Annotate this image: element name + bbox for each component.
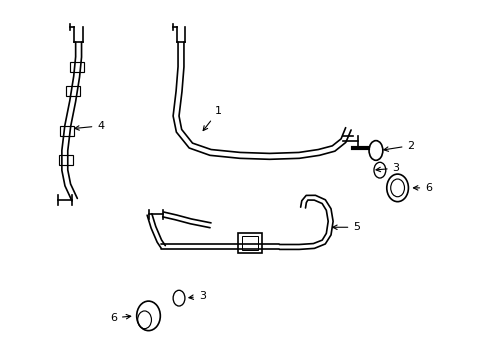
Text: 5: 5 xyxy=(332,222,360,232)
Bar xyxy=(238,233,261,253)
Bar xyxy=(242,236,257,250)
Text: 6: 6 xyxy=(412,183,431,193)
Text: 3: 3 xyxy=(188,291,205,301)
Text: 6: 6 xyxy=(110,313,130,323)
Text: 2: 2 xyxy=(383,140,414,151)
Text: 3: 3 xyxy=(375,163,399,173)
Text: 4: 4 xyxy=(75,121,104,131)
Text: 1: 1 xyxy=(203,106,222,131)
